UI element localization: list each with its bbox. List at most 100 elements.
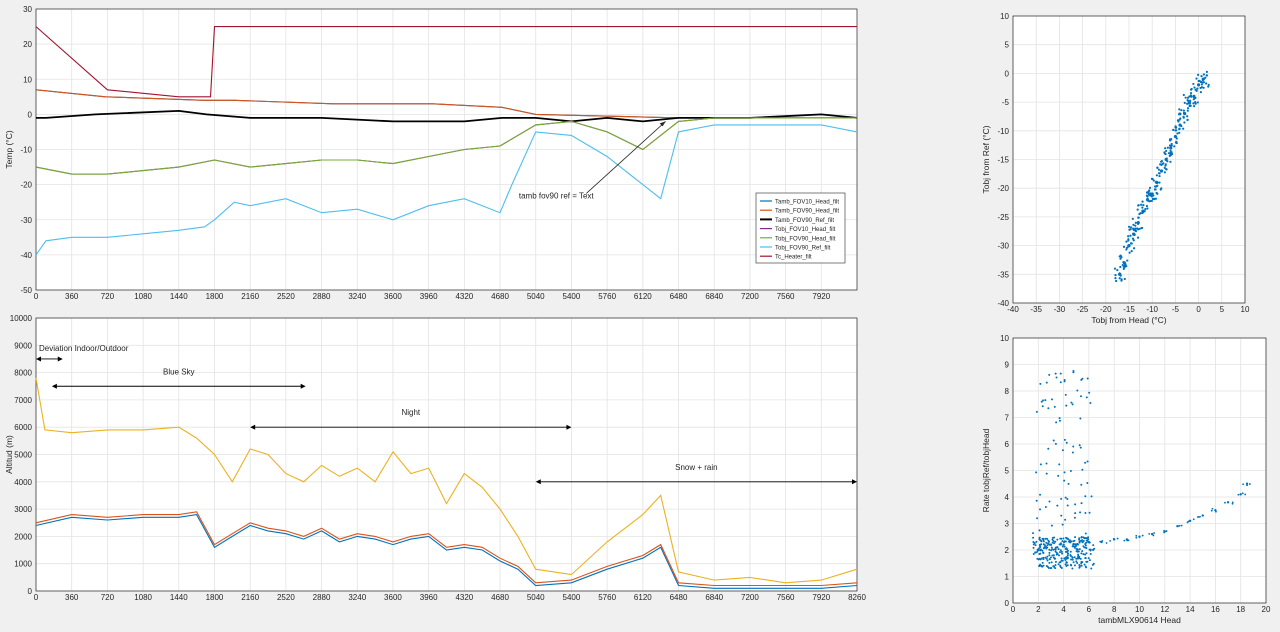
y-tick-label: 5 [1005, 467, 1010, 476]
x-tick-label: 6120 [634, 292, 652, 301]
scatter-point [1040, 543, 1043, 546]
scatter-point [1189, 104, 1192, 107]
axes-frame [1012, 15, 1246, 304]
x-tick-label: -10 [1146, 305, 1158, 314]
scatter-point [1084, 542, 1087, 545]
scatter-point [1170, 142, 1173, 146]
scatter-point [1123, 539, 1126, 542]
axes-frame [35, 8, 858, 291]
scatter-point [1044, 537, 1047, 540]
x-tick-label: 12 [1160, 605, 1169, 614]
y-tick-label: -15 [997, 156, 1009, 165]
scatter-point [1197, 73, 1200, 76]
x-tick-label: 5 [1220, 305, 1225, 314]
x-tick-label: 5400 [563, 593, 581, 602]
y-tick-label: 6 [1005, 440, 1010, 449]
scatter-point [1061, 523, 1064, 526]
scatter-point [1066, 548, 1069, 551]
scatter-point [1170, 151, 1173, 154]
scatter-point [1081, 468, 1084, 471]
scatter-point [1058, 417, 1061, 420]
scatter-point [1081, 377, 1084, 380]
scatter-point [1059, 549, 1062, 552]
x-axis-label: tambMLX90614 Head [1098, 615, 1181, 625]
scatter-point [1059, 372, 1062, 375]
scatter-point [1085, 560, 1088, 563]
scatter-point [1184, 96, 1187, 99]
scatter-point [1065, 561, 1068, 564]
scatter-point [1155, 174, 1158, 177]
scatter-point [1036, 557, 1039, 560]
scatter-point [1211, 507, 1214, 510]
scatter-point [1165, 168, 1168, 171]
scatter-point [1048, 554, 1051, 557]
scatter-point [1035, 410, 1038, 413]
scatter-point [1178, 127, 1181, 130]
series-line-2 [36, 109, 858, 123]
scatter-point [1158, 172, 1161, 175]
scatter-point [1066, 504, 1069, 507]
scatter-point [1060, 567, 1063, 570]
scatter-point [1127, 238, 1130, 241]
scatter-point [1084, 461, 1087, 464]
scatter-point [1048, 540, 1051, 543]
x-tick-label: 1800 [206, 593, 224, 602]
scatter-point [1073, 556, 1076, 559]
scatter-point [1168, 144, 1172, 147]
range-label-2: Night [401, 408, 420, 417]
scatter-point [1087, 538, 1090, 541]
scatter-point [1231, 501, 1234, 504]
scatter-point [1084, 553, 1087, 556]
scatter-point [1146, 199, 1149, 202]
scatter-point [1129, 234, 1132, 237]
scatter-point [1099, 540, 1102, 543]
x-tick-label: 2520 [277, 292, 295, 301]
scatter-point [1060, 497, 1063, 500]
scatter-point [1085, 546, 1088, 549]
scatter-point [1058, 554, 1061, 557]
scatter-point [1148, 532, 1151, 535]
x-tick-label: 5760 [598, 292, 616, 301]
scatter-point [1033, 542, 1036, 545]
scatter-point [1182, 109, 1185, 112]
scatter-point [1091, 563, 1094, 566]
x-tick-label: 3960 [420, 593, 438, 602]
scatter-point [1049, 543, 1053, 546]
scatter-point [1122, 245, 1126, 249]
scatter-point [1064, 518, 1067, 521]
x-tick-label: -35 [1030, 305, 1042, 314]
scatter-point [1127, 235, 1130, 238]
scatter-point [1194, 102, 1197, 105]
x-tick-label: 4320 [455, 292, 473, 301]
x-tick-label: 6480 [670, 593, 688, 602]
scatter-point [1173, 145, 1176, 148]
x-tick-label: 360 [65, 292, 79, 301]
scatter-point [1034, 551, 1037, 554]
scatter-point [1172, 128, 1175, 131]
scatter-point [1071, 403, 1074, 406]
scatter-point [1177, 525, 1179, 528]
scatter-point [1052, 556, 1055, 559]
scatter-point [1048, 548, 1051, 551]
scatter-point [1048, 551, 1051, 554]
tobj-scatter-axes: -40 -35 -30 -25 -20 -15 -10 -5 0 5 10 -40 -35 -30 -25 -… [981, 12, 1250, 325]
x-tick-label: -25 [1077, 305, 1089, 314]
scatter-point [1154, 188, 1157, 191]
scatter-point [1101, 539, 1104, 542]
range-arrowhead-left-1 [51, 383, 57, 389]
legend-entry-2: Tamb_FOV90_Ref_filt [775, 218, 834, 224]
scatter-point [1119, 273, 1122, 276]
x-tick-label: 0 [34, 292, 39, 301]
y-tick-label: 9 [1005, 361, 1010, 370]
scatter-point [1082, 540, 1085, 543]
scatter-point [1067, 552, 1070, 555]
scatter-point [1153, 197, 1156, 200]
x-tick-label: 16 [1211, 605, 1220, 614]
scatter-point [1186, 115, 1189, 118]
scatter-point [1163, 531, 1165, 534]
scatter-point [1114, 277, 1117, 280]
scatter-point [1134, 221, 1137, 224]
x-tick-label: 3600 [384, 292, 402, 301]
scatter-point [1063, 541, 1066, 544]
